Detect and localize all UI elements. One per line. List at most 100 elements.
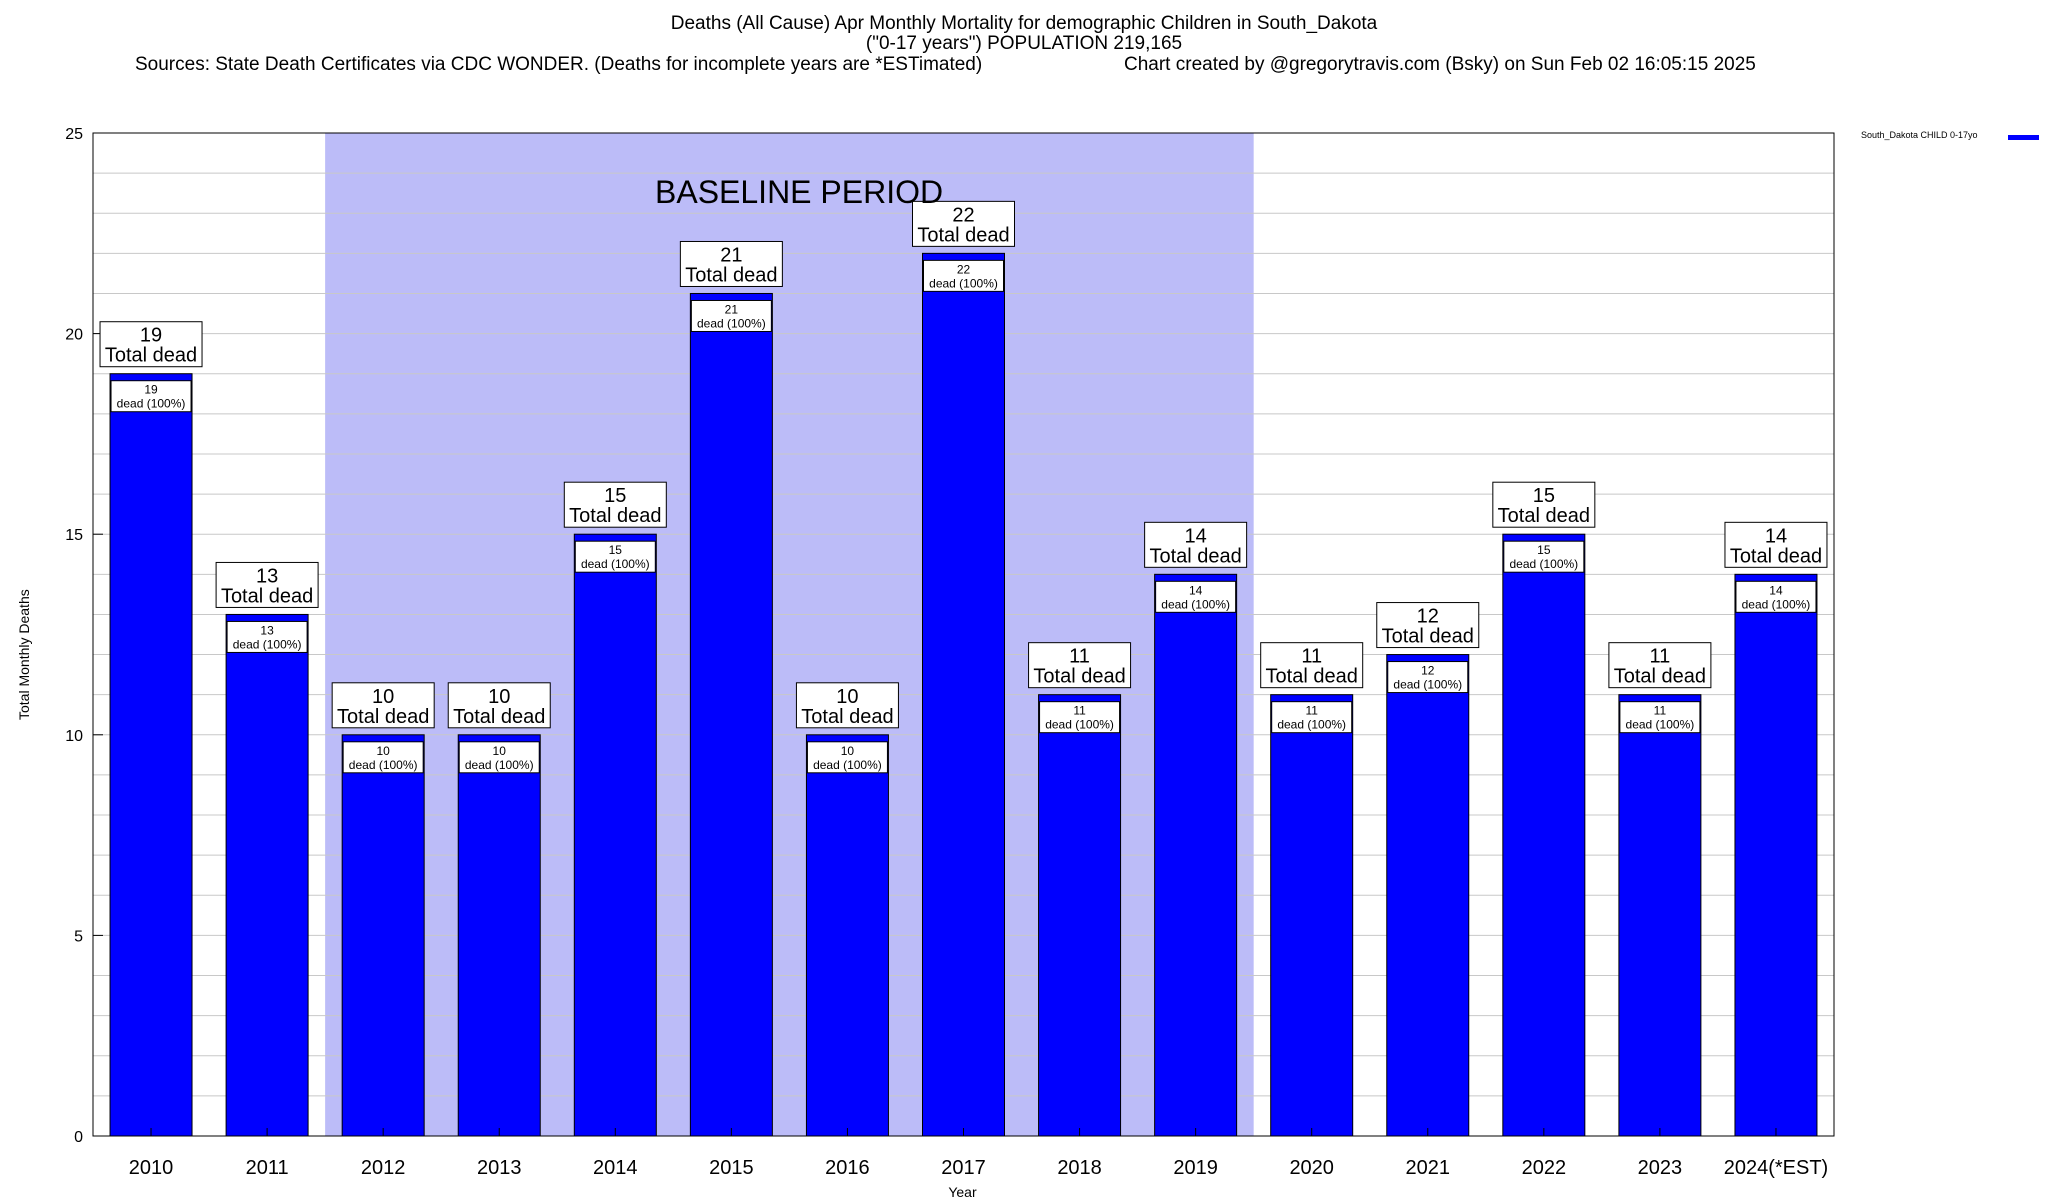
total-label-text: Total dead [569, 505, 661, 527]
total-label-box [563, 481, 667, 528]
inner-label-text: dead (100%) [1509, 557, 1578, 571]
inner-label-value: 11 [1305, 704, 1318, 718]
chart-sources: Sources: State Death Certificates via CD… [135, 54, 983, 75]
total-label-value: 10 [488, 686, 510, 708]
total-label-value: 11 [1301, 646, 1322, 668]
bar [1038, 694, 1122, 1137]
total-label-box [1144, 521, 1248, 568]
total-label-value: 13 [256, 565, 278, 587]
total-label-box [99, 321, 203, 368]
x-tick-label: 2011 [246, 1157, 289, 1179]
inner-label-text: dead (100%) [1742, 597, 1811, 611]
total-label-box [679, 240, 783, 287]
bar [1502, 533, 1586, 1137]
total-label-text: Total dead [221, 585, 313, 607]
total-label-box [1376, 602, 1480, 649]
x-tick-label: 2022 [1522, 1157, 1567, 1179]
inner-label-text: dead (100%) [581, 557, 650, 571]
inner-label-value: 13 [260, 623, 274, 637]
x-tick-label: 2014 [593, 1157, 638, 1179]
x-tick-label: 2020 [1289, 1157, 1334, 1179]
x-tick-label: 2015 [709, 1157, 754, 1179]
inner-label-value: 12 [1421, 664, 1435, 678]
x-tick-label: 2012 [361, 1157, 406, 1179]
inner-label-value: 10 [841, 744, 855, 758]
total-label-value: 11 [1650, 646, 1671, 668]
total-label-value: 10 [372, 686, 394, 708]
inner-label-value: 22 [957, 262, 971, 276]
inner-label-value: 11 [1654, 704, 1667, 718]
total-label-text: Total dead [1149, 545, 1241, 567]
inner-label-text: dead (100%) [1277, 718, 1346, 732]
x-tick-label: 2016 [825, 1157, 870, 1179]
total-label-box [1492, 481, 1596, 528]
inner-label-box [690, 299, 772, 332]
inner-label-box [458, 741, 540, 774]
inner-label-box [923, 259, 1004, 292]
inner-label-value: 15 [609, 543, 623, 557]
bar [1734, 573, 1818, 1137]
x-tick-label: 2017 [941, 1157, 986, 1179]
inner-label-value: 10 [376, 744, 390, 758]
total-label-text: Total dead [1730, 545, 1822, 567]
inner-label-box [1735, 580, 1817, 613]
legend-swatch [2008, 135, 2039, 140]
inner-label-box [1155, 580, 1237, 613]
total-label-box [447, 682, 551, 729]
total-label-text: Total dead [1382, 626, 1474, 648]
inner-label-value: 11 [1073, 704, 1086, 718]
inner-label-value: 15 [1537, 543, 1551, 557]
total-label-text: Total dead [801, 706, 893, 728]
total-label-box [1260, 642, 1364, 689]
inner-label-box [1039, 701, 1121, 734]
inner-label-value: 21 [725, 302, 739, 316]
inner-label-text: dead (100%) [813, 758, 882, 772]
y-tick-label: 5 [74, 928, 83, 945]
inner-label-box [1503, 540, 1585, 573]
total-label-value: 15 [1533, 485, 1555, 507]
inner-label-box [226, 620, 308, 653]
total-label-value: 22 [952, 204, 974, 226]
inner-label-text: dead (100%) [233, 637, 302, 651]
total-label-value: 15 [604, 485, 626, 507]
total-label-value: 14 [1185, 525, 1207, 547]
total-label-text: Total dead [337, 706, 429, 728]
bar [1618, 694, 1702, 1137]
y-tick-label: 20 [65, 327, 83, 344]
inner-label-box [1619, 701, 1701, 734]
x-tick-label: 2018 [1057, 1157, 1102, 1179]
inner-label-text: dead (100%) [1045, 718, 1114, 732]
bar [341, 734, 425, 1137]
total-label-box [215, 561, 319, 608]
x-tick-label: 2023 [1638, 1157, 1683, 1179]
total-label-value: 21 [720, 244, 742, 266]
bar [922, 252, 1005, 1137]
inner-label-text: dead (100%) [117, 397, 186, 411]
inner-label-box [342, 741, 424, 774]
baseline-period-label: BASELINE PERIOD [655, 174, 944, 210]
chart-subtitle: ("0-17 years") POPULATION 219,165 [865, 33, 1183, 54]
bar [457, 734, 541, 1137]
inner-label-text: dead (100%) [1626, 718, 1695, 732]
total-label-value: 19 [140, 325, 162, 347]
legend-label: South_Dakota CHILD 0-17yo [1861, 130, 1978, 140]
inner-label-value: 19 [144, 383, 158, 397]
x-tick-label: 2021 [1406, 1157, 1451, 1179]
x-axis-label: Year [948, 1184, 977, 1200]
total-label-text: Total dead [1033, 666, 1125, 688]
total-label-text: Total dead [685, 264, 777, 286]
y-tick-label: 10 [65, 728, 83, 745]
total-label-text: Total dead [917, 224, 1009, 246]
bar [1270, 694, 1354, 1137]
total-label-box [1724, 521, 1828, 568]
inner-label-box [1387, 661, 1469, 694]
x-tick-label: 2010 [129, 1157, 174, 1179]
bar [109, 373, 193, 1137]
inner-label-text: dead (100%) [349, 758, 418, 772]
y-tick-label: 0 [74, 1129, 83, 1146]
inner-label-value: 10 [493, 744, 507, 758]
bar [1386, 654, 1470, 1137]
bar [805, 734, 889, 1137]
inner-label-text: dead (100%) [697, 316, 766, 330]
